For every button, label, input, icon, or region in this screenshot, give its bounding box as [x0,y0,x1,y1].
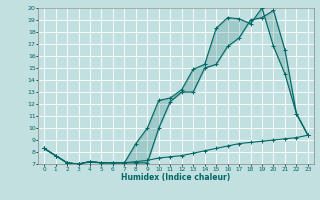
X-axis label: Humidex (Indice chaleur): Humidex (Indice chaleur) [121,173,231,182]
